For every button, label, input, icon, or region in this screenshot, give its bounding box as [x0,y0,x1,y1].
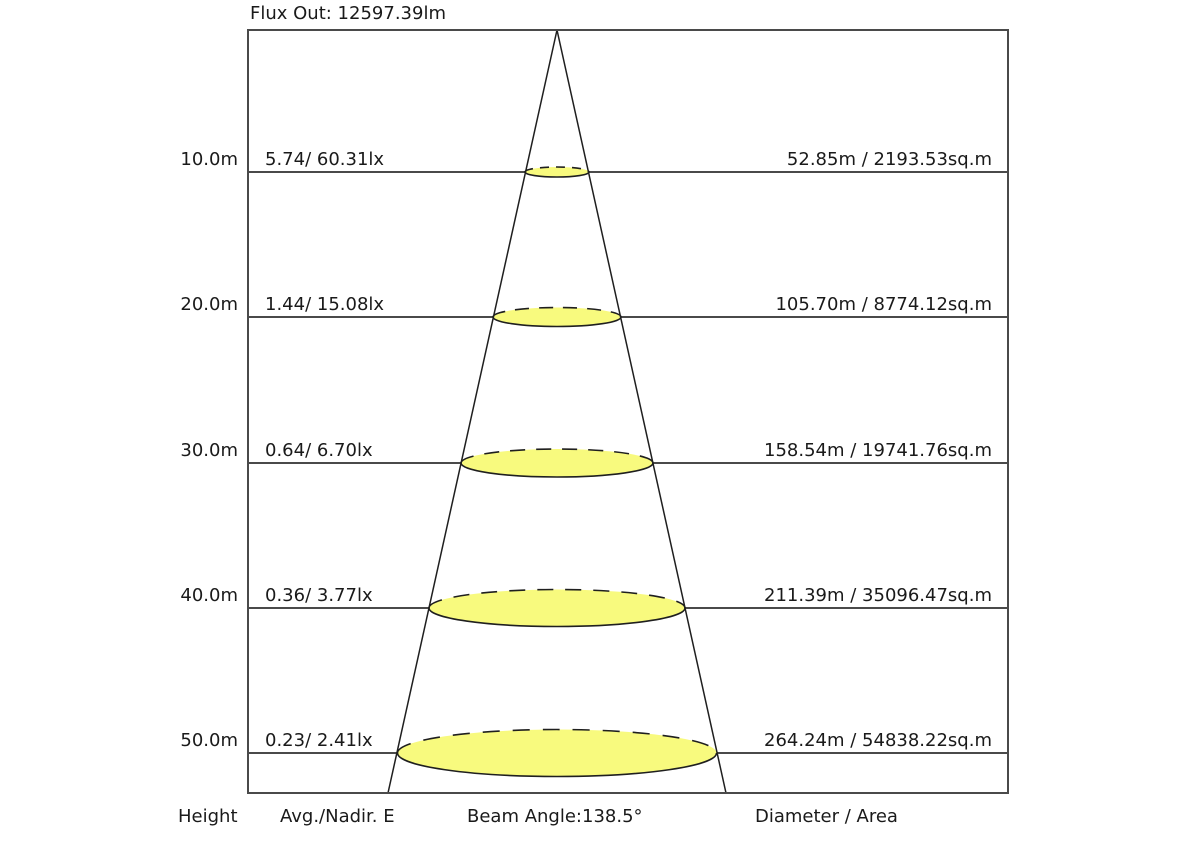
flux-out-title: Flux Out: 12597.39lm [250,3,446,24]
light-pool-40m [428,588,686,628]
diameter-area-value: 158.54m / 19741.76sq.m [764,440,992,461]
height-value: 50.0m [180,730,238,751]
avg-nadir-value: 5.74/ 60.31lx [265,149,385,170]
height-value: 40.0m [180,585,238,606]
height-value: 30.0m [180,440,238,461]
avg-nadir-value: 0.23/ 2.41lx [265,730,373,751]
light-pool-ellipses [396,166,718,778]
beam-cone-edges [387,29,727,794]
avg-nadir-value: 0.64/ 6.70lx [265,440,373,461]
light-pool-10m [524,166,590,178]
height-value: 20.0m [180,294,238,315]
diameter-area-column-label: Diameter / Area [755,806,898,827]
diameter-area-value: 52.85m / 2193.53sq.m [786,149,992,170]
diameter-area-value: 105.70m / 8774.12sq.m [775,294,992,315]
light-pool-30m [460,448,654,478]
avg-nadir-column-label: Avg./Nadir. E [280,806,395,827]
avg-nadir-value: 0.36/ 3.77lx [265,585,373,606]
height-column-label: Height [178,806,238,827]
light-pool-20m [492,306,622,328]
beam-angle-label: Beam Angle:138.5° [467,806,643,827]
cone-edge-right [556,29,727,794]
height-value: 10.0m [180,149,238,170]
diameter-area-value: 264.24m / 54838.22sq.m [764,730,992,751]
cone-edge-left [387,29,558,794]
diagram-border [247,29,1009,794]
diameter-area-value: 211.39m / 35096.47sq.m [764,585,992,606]
light-pool-50m [396,728,718,778]
avg-nadir-value: 1.44/ 15.08lx [265,294,385,315]
